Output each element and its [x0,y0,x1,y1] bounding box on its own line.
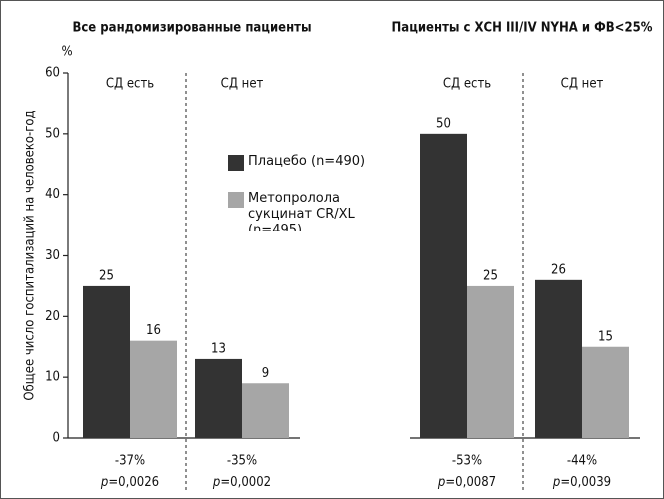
p-symbol: p [100,475,108,490]
bar [83,285,130,438]
bar [535,279,582,438]
y-unit: % [61,45,72,60]
value-label: 26 [551,262,566,277]
value-label: 15 [598,329,613,344]
p-number: =0,0039 [560,475,611,490]
p-value: p=0,0039 [552,475,611,490]
y-tick-label: 10 [45,370,60,385]
bar [242,383,289,438]
panel-title: Пациенты с ХСН III/IV NYHA и ФВ<25% [392,21,653,36]
bar [195,358,242,438]
y-tick-label: 30 [45,248,60,263]
value-label: 25 [483,268,498,283]
legend-swatch [228,155,244,171]
bar [467,285,514,438]
reduction: -44% [567,454,597,469]
y-tick-label: 0 [53,431,60,446]
reduction: -37% [115,454,145,469]
p-number: =0,0002 [220,475,271,490]
category-label: СД есть [106,77,154,92]
legend-entry: Метопролола сукцинат CR/XL (n=495) [248,191,355,231]
legend-label: Плацебо (n=490) [248,154,366,169]
y-tick-label: 50 [45,126,60,141]
bar [582,346,629,438]
value-label: 9 [262,366,269,381]
legend-entry: Плацебо (n=490) [248,154,366,169]
reduction: -53% [452,454,482,469]
bar [130,340,177,438]
category-label: СД нет [221,77,264,92]
p-symbol: p [437,475,445,490]
legend-label: Метопролола сукцинат CR/XL (n=495) [248,191,355,231]
value-label: 50 [436,116,451,131]
y-tick-label: 40 [45,187,60,202]
p-value: p=0,0026 [100,475,159,490]
p-value: p=0,0087 [437,475,496,490]
value-label: 25 [99,268,114,283]
value-label: 13 [211,341,226,356]
panel-title: Все рандомизированные пациенты [72,21,311,36]
category-label: СД нет [561,77,604,92]
bar [420,133,467,439]
y-axis-label: Общее число госпитализаций на человеко-г… [23,110,38,400]
value-label: 16 [146,323,161,338]
y-tick-label: 20 [45,309,60,324]
p-number: =0,0026 [108,475,159,490]
legend-swatch [228,192,244,208]
p-symbol: p [552,475,560,490]
category-label: СД есть [443,77,491,92]
y-tick-label: 60 [45,66,60,81]
p-value: p=0,0002 [212,475,271,490]
p-number: =0,0087 [445,475,496,490]
p-symbol: p [212,475,220,490]
reduction: -35% [227,454,257,469]
